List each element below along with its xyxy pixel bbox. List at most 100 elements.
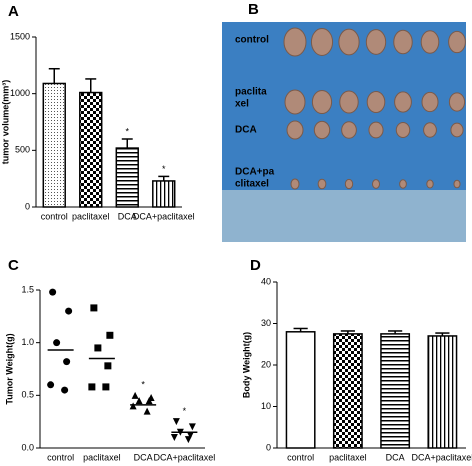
tumor — [338, 28, 360, 56]
significance-marker: * — [183, 406, 187, 416]
point — [188, 423, 196, 431]
tumor — [393, 29, 413, 55]
bar — [427, 335, 458, 449]
bar — [380, 333, 411, 449]
tumor — [371, 179, 381, 189]
tumor — [344, 178, 354, 190]
x-tick-label: paclitaxel — [72, 211, 110, 221]
tumor — [290, 178, 300, 190]
panel-label: A — [8, 3, 19, 20]
tumor — [399, 179, 407, 189]
panel-label: D — [250, 257, 261, 274]
x-tick-label: DCA — [386, 452, 405, 462]
point — [94, 344, 102, 352]
y-tick-label: 0 — [25, 201, 30, 211]
tumor — [448, 30, 466, 54]
photo-label: xel — [235, 99, 249, 110]
photo-label: DCA — [235, 125, 257, 136]
y-tick-label: 0.5 — [21, 390, 34, 400]
significance-marker: * — [141, 380, 145, 390]
tumor — [420, 30, 440, 54]
point — [104, 362, 112, 370]
point — [184, 436, 192, 444]
y-tick-label: 500 — [15, 145, 30, 155]
point — [143, 407, 151, 415]
tumor — [283, 27, 307, 57]
photo-label: paclita — [235, 87, 267, 98]
point — [47, 381, 55, 389]
bar — [42, 82, 66, 208]
bar — [152, 180, 176, 208]
x-tick-label: DCA — [134, 452, 153, 462]
y-axis-label: tumor volume(mm³) — [0, 80, 10, 165]
bar — [115, 147, 139, 208]
tumor — [341, 121, 357, 139]
tumor — [394, 91, 412, 113]
tumor — [317, 178, 327, 190]
point — [131, 391, 139, 399]
panel-label: C — [8, 257, 19, 274]
point — [61, 386, 69, 394]
y-tick-label: 1000 — [10, 88, 30, 98]
x-tick-label: DCA+paclitaxel — [153, 452, 215, 462]
x-tick-label: DCA — [118, 211, 137, 221]
ruler — [222, 190, 466, 242]
y-tick-label: 0.0 — [21, 442, 34, 452]
point — [53, 339, 61, 347]
panel-label: B — [248, 1, 259, 18]
significance-marker: * — [162, 164, 166, 174]
x-tick-label: DCA+paclitaxel — [133, 211, 195, 221]
point — [172, 418, 180, 426]
point — [63, 358, 71, 366]
x-tick-label: paclitaxel — [329, 452, 367, 462]
tumor — [450, 122, 464, 138]
point — [106, 331, 114, 339]
tumor — [426, 179, 434, 189]
photo-label: DCA+pa — [235, 167, 275, 178]
tumor — [365, 29, 387, 55]
tumor — [453, 179, 461, 189]
x-tick-label: control — [287, 452, 314, 462]
tumor — [339, 90, 359, 114]
tumor — [448, 92, 466, 112]
point — [135, 397, 143, 405]
point — [186, 431, 194, 439]
point — [102, 383, 110, 391]
tumor — [313, 120, 331, 140]
tumor — [395, 121, 411, 139]
tumor — [310, 28, 334, 56]
tumor — [286, 120, 304, 140]
x-tick-label: paclitaxel — [83, 452, 121, 462]
y-tick-label: 30 — [261, 318, 271, 328]
tumor — [421, 91, 439, 113]
point — [90, 304, 98, 312]
x-tick-label: DCA+paclitaxel — [411, 452, 472, 462]
y-axis-label: Body Weight(g) — [241, 332, 251, 398]
point — [88, 383, 96, 391]
tumor — [284, 89, 306, 115]
bar — [332, 333, 363, 449]
point — [65, 307, 73, 315]
bar — [285, 331, 316, 449]
photo-label: clitaxel — [235, 179, 269, 190]
y-tick-label: 0 — [266, 442, 271, 452]
point — [49, 288, 57, 296]
tumor — [368, 121, 384, 139]
x-tick-label: control — [41, 211, 68, 221]
point — [129, 402, 137, 410]
x-tick-label: control — [47, 452, 74, 462]
significance-marker: * — [125, 126, 129, 136]
y-tick-label: 1500 — [10, 31, 30, 41]
tumor — [423, 122, 437, 138]
tumor — [366, 90, 386, 114]
point — [170, 433, 178, 441]
photo-label: control — [235, 35, 269, 46]
y-axis-label: Tumor Weight(g) — [4, 333, 14, 404]
y-tick-label: 40 — [261, 276, 271, 286]
y-tick-label: 1.5 — [21, 284, 34, 294]
y-tick-label: 1.0 — [21, 337, 34, 347]
point — [145, 397, 153, 405]
y-tick-label: 20 — [261, 359, 271, 369]
bar — [79, 91, 103, 208]
